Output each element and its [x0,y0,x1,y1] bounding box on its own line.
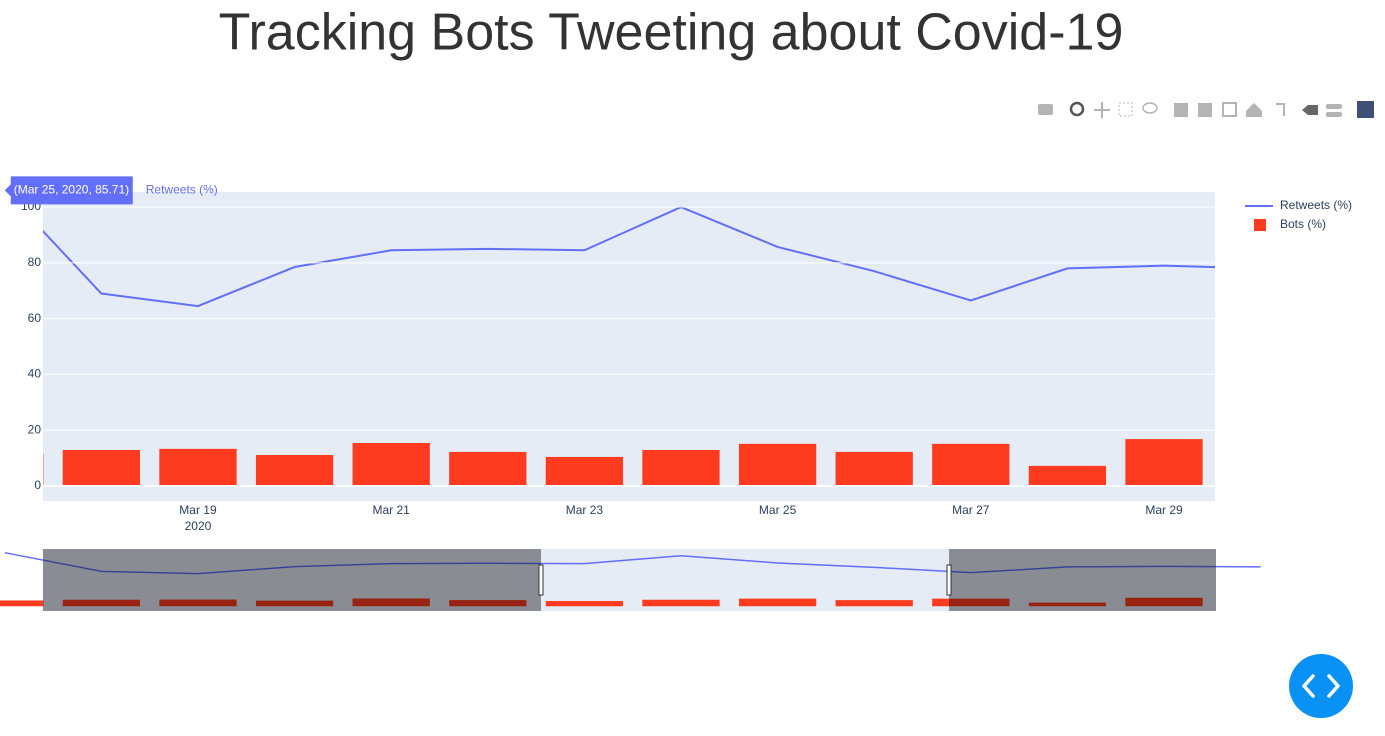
x-tick-label: Mar 27 [952,503,990,517]
hover-text: (Mar 25, 2020, 85.71) [14,182,129,196]
bar [1125,439,1203,486]
legend-label: Bots (%) [1280,217,1326,231]
mini-bar [0,600,44,607]
mini-bar [835,600,913,607]
mini-line [4,551,1261,575]
mini-bar [352,598,430,607]
slider-mask [43,549,541,611]
code-button-icon [1302,674,1340,698]
line [43,205,1215,308]
zoom-in-icon[interactable] [1174,103,1188,117]
mini-bar [1125,597,1203,607]
y-tick-label: 20 [28,422,42,436]
hover-series-label: Retweets (%) [146,182,218,196]
x-tick-label: Mar 19 [179,503,217,517]
bar [932,443,1010,486]
plot-layer [43,205,1215,486]
y-tick-label: 60 [28,311,42,325]
code-button[interactable] [1289,654,1353,718]
legend-label: Retweets (%) [1280,198,1352,212]
hover-compare-icon-part [1326,112,1342,117]
range-slider-layer [0,549,1261,611]
x-tick-label: Mar 21 [372,503,410,517]
bar [43,453,44,486]
code-button-circle[interactable] [1289,654,1353,718]
bar [642,449,720,486]
chart-title: Tracking Bots Tweeting about Covid-19 [219,4,1124,62]
y-tick-label: 0 [34,478,41,492]
lasso-icon[interactable] [1142,102,1158,114]
slider-handle [946,564,952,596]
plot-area [43,192,1215,501]
zoom-icon[interactable] [1069,101,1085,117]
mini-bar [932,598,1010,607]
bar [835,451,913,486]
autoscale-icon[interactable] [1222,102,1237,117]
mini-bar [255,600,334,607]
mini-bar [449,600,527,607]
bar [449,451,527,486]
x-tick-label: Mar 29 [1145,503,1183,517]
hover-closest-icon[interactable] [1302,105,1318,115]
y-tick-label: 80 [28,255,42,269]
bar [255,454,334,486]
bar [159,448,237,486]
select-icon[interactable] [1118,102,1133,117]
hover-compare-icon[interactable] [1326,104,1342,109]
mini-bar [545,601,624,607]
mini-bar [642,599,720,607]
home-icon[interactable] [1246,103,1262,117]
hover-box [4,176,133,205]
bar [62,449,141,486]
mini-bar [159,599,237,607]
legend-swatch [1254,219,1266,231]
mini-bar [1028,602,1107,607]
bar [1028,465,1107,486]
pan-icon[interactable] [1094,102,1110,118]
x-tick-label: Mar 23 [566,503,604,517]
x-tick-label: Mar 25 [759,503,797,517]
bar [352,442,430,486]
bar [545,456,624,486]
camera-icon[interactable] [1038,104,1053,115]
mini-bar [738,598,817,607]
plotly-logo[interactable] [1357,101,1374,118]
bar [738,443,817,486]
mini-bar [62,599,141,607]
zoom-out-icon[interactable] [1198,103,1212,117]
spike-icon[interactable] [1276,103,1285,116]
slider-handle [538,564,544,596]
toolbar[interactable] [1038,101,1374,118]
slider-mask [949,549,1216,611]
y-tick-label: 40 [28,367,42,381]
x-year-label: 2020 [185,519,212,533]
